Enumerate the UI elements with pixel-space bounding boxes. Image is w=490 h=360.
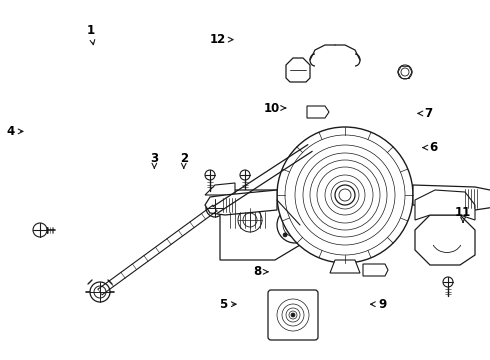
Text: 7: 7 [418, 107, 433, 120]
FancyBboxPatch shape [268, 290, 318, 340]
Circle shape [398, 65, 412, 79]
Circle shape [277, 207, 313, 243]
Text: 1: 1 [87, 24, 95, 45]
Circle shape [90, 282, 110, 302]
Text: 8: 8 [253, 265, 268, 278]
Circle shape [283, 213, 287, 217]
Circle shape [303, 213, 307, 217]
Circle shape [335, 185, 355, 205]
Circle shape [277, 127, 413, 263]
Polygon shape [220, 190, 300, 260]
Circle shape [443, 277, 453, 287]
Polygon shape [363, 264, 388, 276]
Polygon shape [205, 190, 277, 215]
Circle shape [33, 223, 47, 237]
Text: 10: 10 [264, 102, 286, 114]
Polygon shape [286, 58, 310, 82]
Circle shape [283, 233, 287, 237]
Circle shape [205, 170, 215, 180]
Circle shape [238, 208, 262, 232]
Polygon shape [415, 190, 475, 220]
Polygon shape [307, 106, 329, 118]
Circle shape [206, 199, 224, 217]
Polygon shape [205, 183, 235, 195]
Text: 5: 5 [219, 298, 236, 311]
Circle shape [240, 170, 250, 180]
Text: 4: 4 [7, 125, 23, 138]
Polygon shape [413, 185, 490, 210]
Polygon shape [330, 260, 360, 273]
Text: 3: 3 [150, 152, 158, 168]
Text: 12: 12 [210, 33, 233, 46]
Text: 6: 6 [423, 141, 438, 154]
Polygon shape [415, 215, 475, 265]
Circle shape [291, 313, 295, 317]
Text: 9: 9 [370, 298, 386, 311]
Text: 2: 2 [180, 152, 188, 168]
Circle shape [303, 233, 307, 237]
Text: 11: 11 [455, 206, 471, 222]
